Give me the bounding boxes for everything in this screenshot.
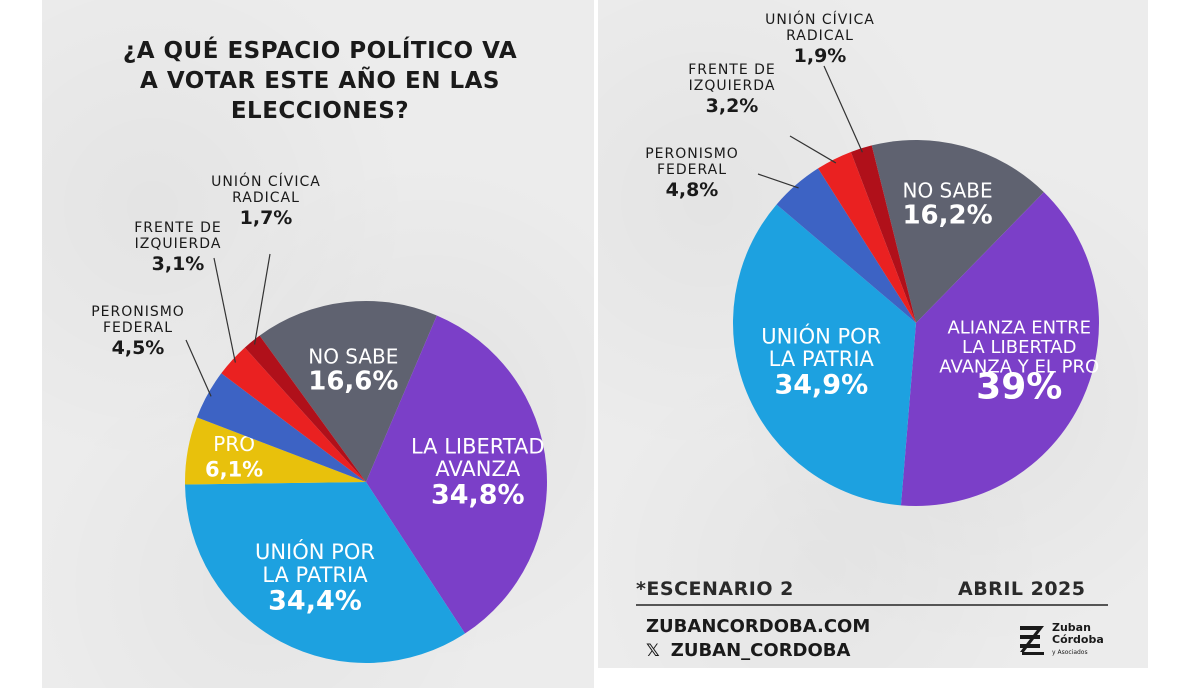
slice-value-no-sabe: 16,2% — [902, 201, 992, 231]
slice-label-union-por-la-patria-1: LA PATRIA — [769, 347, 875, 371]
outside-value-frente-de-izquierda: 3,2% — [706, 95, 759, 117]
slice-label-union-por-la-patria-0: UNIÓN POR — [761, 323, 881, 348]
pie-slice-frente-de-izquierda — [221, 347, 366, 482]
pie-slice-la-libertad-avanza — [366, 315, 547, 634]
website-link[interactable]: ZUBANCORDOBA.COM — [646, 616, 871, 637]
slice-label-union-por-la-patria-0: UNIÓN POR — [255, 539, 375, 564]
slice-label-alianza-entre-la-libertad-avanza-y-el-pro-1: LA LIBERTAD — [962, 337, 1077, 358]
outside-label-frente-de-izquierda-0: FRENTE DE — [134, 220, 222, 236]
social-handle: ZUBAN_CORDOBA — [670, 640, 851, 661]
slice-label-union-por-la-patria-1: LA PATRIA — [262, 563, 368, 587]
outside-label-frente-de-izquierda-1: IZQUIERDA — [135, 236, 222, 252]
pie-slice-frente-de-izquierda — [818, 151, 916, 323]
slice-value-la-libertad-avanza: 34,8% — [431, 480, 525, 511]
brand-mark-icon — [1020, 626, 1044, 655]
pie-slice-alianza-entre-la-libertad-avanza-y-el-pro — [900, 192, 1099, 507]
pie-slice-union-civica-radical — [244, 335, 366, 482]
scenario-label: *ESCENARIO 2 — [636, 578, 794, 600]
outside-label-union-civica-radical-0: UNIÓN CÍVICA — [211, 172, 321, 190]
outside-label-frente-de-izquierda-1: IZQUIERDA — [689, 78, 776, 94]
leader-line-frente-de-izquierda — [213, 257, 236, 363]
pie-slice-union-por-la-patria — [185, 482, 465, 664]
pie-slice-no-sabe — [871, 140, 1044, 323]
outside-label-peronismo-federal-1: FEDERAL — [103, 320, 173, 336]
brand-logo: Zuban Córdoba y Asociados — [1018, 620, 1114, 660]
slice-value-union-por-la-patria: 34,4% — [268, 585, 362, 616]
slice-label-alianza-entre-la-libertad-avanza-y-el-pro-2: AVANZA Y EL PRO — [939, 356, 1099, 377]
outside-value-peronismo-federal: 4,8% — [666, 179, 719, 201]
outside-label-union-civica-radical-0: UNIÓN CÍVICA — [765, 10, 875, 28]
brand-name-line2: Córdoba — [1052, 633, 1104, 646]
outside-value-frente-de-izquierda: 3,1% — [152, 253, 205, 275]
slice-value-union-por-la-patria: 34,9% — [774, 370, 868, 401]
pie-slice-peronismo-federal — [196, 373, 366, 482]
outside-label-peronismo-federal-1: FEDERAL — [657, 162, 727, 178]
outside-label-union-civica-radical-1: RADICAL — [786, 28, 854, 44]
x-logo-icon: 𝕏 — [646, 641, 660, 661]
leader-line-union-civica-radical — [823, 65, 863, 153]
leader-line-frente-de-izquierda — [789, 135, 837, 164]
slice-value-alianza-entre-la-libertad-avanza-y-el-pro: 39% — [976, 366, 1062, 407]
outside-label-peronismo-federal-0: PERONISMO — [645, 146, 739, 162]
slice-label-no-sabe-0: NO SABE — [902, 178, 992, 202]
outside-value-union-civica-radical: 1,7% — [240, 207, 293, 229]
pie-slice-no-sabe — [259, 301, 437, 482]
slice-value-no-sabe: 16,6% — [308, 367, 398, 397]
outside-value-peronismo-federal: 4,5% — [112, 337, 165, 359]
outside-label-union-civica-radical-1: RADICAL — [232, 190, 300, 206]
pie-slice-union-civica-radical — [850, 145, 916, 323]
brand-name-line3: y Asociados — [1052, 649, 1088, 656]
slice-label-alianza-entre-la-libertad-avanza-y-el-pro-0: ALIANZA ENTRE — [947, 318, 1091, 339]
pie-slice-peronismo-federal — [776, 168, 916, 323]
outside-value-union-civica-radical: 1,9% — [794, 45, 847, 67]
footer-divider — [636, 604, 1108, 606]
social-handle-row[interactable]: 𝕏 ZUBAN_CORDOBA — [646, 640, 850, 662]
leader-line-union-civica-radical — [253, 253, 271, 345]
slice-value-pro: 6,1% — [205, 457, 263, 481]
pie-slice-union-por-la-patria — [733, 204, 916, 506]
slice-label-la-libertad-avanza-1: AVANZA — [435, 457, 521, 481]
leader-line-peronismo-federal — [185, 339, 212, 397]
outside-label-peronismo-federal-0: PERONISMO — [91, 304, 185, 320]
leader-line-peronismo-federal — [757, 173, 799, 189]
brand-name-line1: Zuban — [1052, 621, 1091, 634]
date-label: ABRIL 2025 — [958, 578, 1086, 600]
pie-slice-pro — [185, 417, 366, 485]
outside-label-frente-de-izquierda-0: FRENTE DE — [688, 62, 776, 78]
slice-label-la-libertad-avanza-0: LA LIBERTAD — [411, 434, 545, 458]
chart-title: ¿A QUÉ ESPACIO POLÍTICO VA A VOTAR ESTE … — [122, 38, 518, 124]
slice-label-no-sabe-0: NO SABE — [308, 344, 398, 368]
